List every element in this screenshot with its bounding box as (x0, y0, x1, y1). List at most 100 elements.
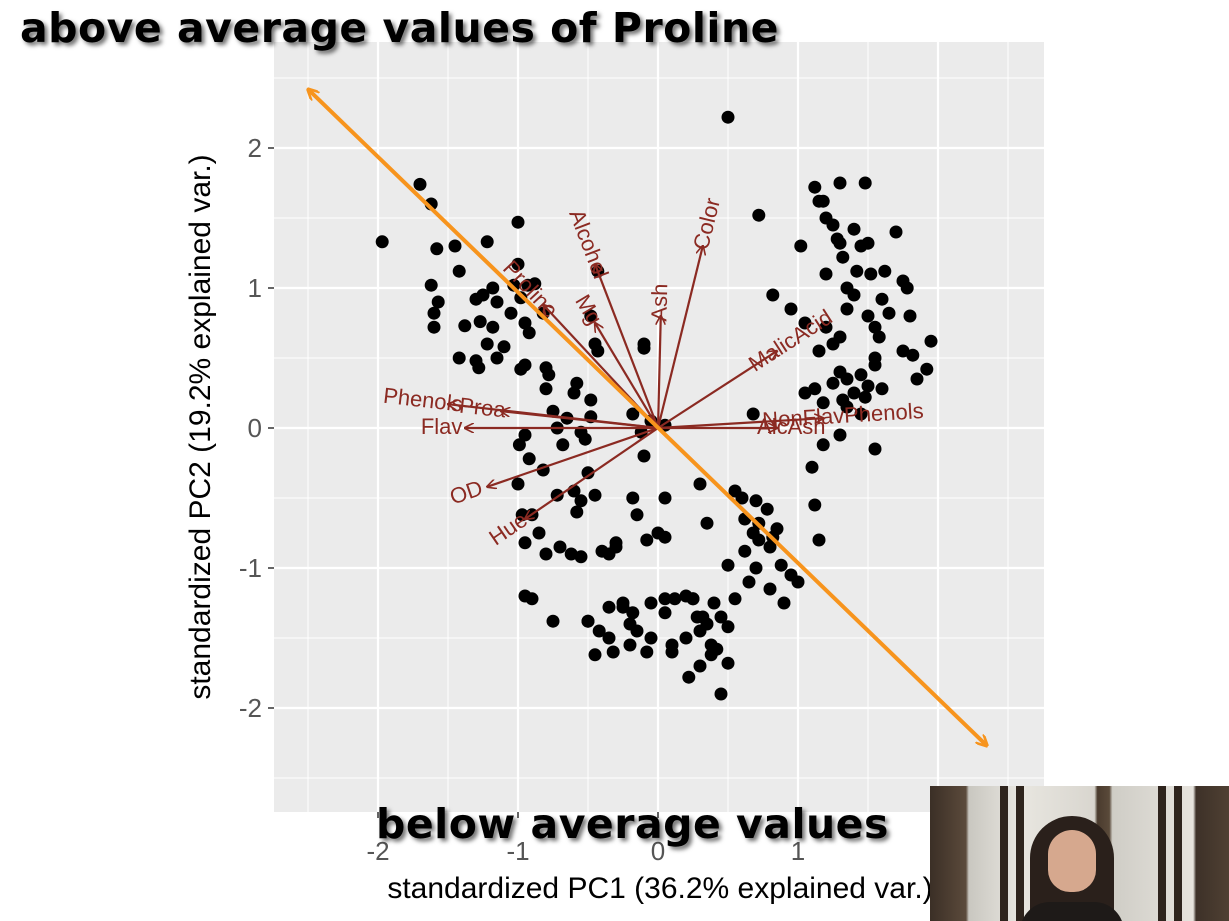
data-point (752, 208, 766, 222)
data-point (920, 362, 934, 376)
data-point (640, 645, 654, 659)
data-point (375, 235, 389, 249)
data-point (858, 176, 872, 190)
loading-label: Ash (646, 283, 672, 322)
data-point (458, 319, 472, 333)
data-point (651, 526, 665, 540)
data-point (738, 544, 752, 558)
data-point (430, 242, 444, 256)
data-point (682, 670, 696, 684)
data-point (847, 222, 861, 236)
data-point (644, 631, 658, 645)
data-point (812, 533, 826, 547)
x-tick-label: 0 (651, 836, 665, 866)
data-point (808, 498, 822, 512)
data-point (861, 309, 875, 323)
y-tick-label: -1 (239, 553, 262, 583)
data-point (570, 505, 584, 519)
loading-label: Proa (458, 393, 508, 423)
data-point (532, 526, 546, 540)
data-point (539, 547, 553, 561)
data-point (665, 645, 679, 659)
data-point (840, 281, 854, 295)
data-point (637, 449, 651, 463)
data-point (606, 645, 620, 659)
data-point (486, 320, 500, 334)
data-point (616, 600, 630, 614)
data-point (679, 631, 693, 645)
x-axis-label: standardized PC1 (36.2% explained var.) (387, 872, 932, 905)
data-point (791, 575, 805, 589)
data-point (847, 386, 861, 400)
data-point (511, 215, 525, 229)
data-point (710, 642, 724, 656)
data-point (522, 326, 536, 340)
y-tick-label: 2 (248, 133, 262, 163)
data-point (525, 592, 539, 606)
data-point (812, 344, 826, 358)
data-point (872, 330, 886, 344)
data-point (784, 302, 798, 316)
data-point (868, 442, 882, 456)
data-point (504, 306, 518, 320)
y-axis-label: standardized PC2 (19.2% explained var.) (184, 154, 217, 699)
data-point (721, 110, 735, 124)
data-point (819, 267, 833, 281)
data-point (707, 596, 721, 610)
data-point (864, 267, 878, 281)
data-point (794, 239, 808, 253)
data-point (826, 337, 840, 351)
data-point (658, 491, 672, 505)
data-point (626, 491, 640, 505)
data-point (570, 376, 584, 390)
data-point (637, 341, 651, 355)
data-point (693, 477, 707, 491)
data-point (826, 376, 840, 390)
data-point (497, 340, 511, 354)
orange-arrow (308, 89, 987, 746)
data-point (760, 502, 774, 516)
data-point (777, 596, 791, 610)
data-point (578, 432, 592, 446)
data-point (812, 194, 826, 208)
data-point (826, 218, 840, 232)
data-point (728, 592, 742, 606)
data-point (452, 264, 466, 278)
proline-direction-arrow (308, 89, 987, 746)
data-point (840, 372, 854, 386)
data-point (623, 638, 637, 652)
data-point (900, 281, 914, 295)
x-tick-label: -1 (506, 836, 529, 866)
data-point (770, 522, 784, 536)
data-point (427, 320, 441, 334)
loading-label: AlcAsh (757, 414, 825, 439)
data-point (808, 382, 822, 396)
data-point (413, 177, 427, 191)
annotation-above-average: above average values of Proline (20, 4, 779, 52)
data-point (763, 582, 777, 596)
data-point (868, 351, 882, 365)
data-point (861, 379, 875, 393)
x-tick-label: -2 (366, 836, 389, 866)
loading-label: Flav (421, 414, 463, 439)
data-point (808, 180, 822, 194)
data-point (588, 648, 602, 662)
y-tick-label: 1 (248, 273, 262, 303)
data-point (486, 281, 500, 295)
data-point (774, 558, 788, 572)
data-point (721, 620, 735, 634)
data-point (658, 606, 672, 620)
data-point (878, 264, 892, 278)
data-point (427, 306, 441, 320)
data-point (448, 239, 462, 253)
x-tick-label: 1 (791, 836, 805, 866)
data-point (584, 393, 598, 407)
data-point (875, 382, 889, 396)
data-point (556, 438, 570, 452)
data-point (480, 235, 494, 249)
data-point (924, 334, 938, 348)
data-point (721, 558, 735, 572)
data-point (875, 292, 889, 306)
annotation-below-average: below average values (376, 800, 889, 848)
data-point (749, 561, 763, 575)
